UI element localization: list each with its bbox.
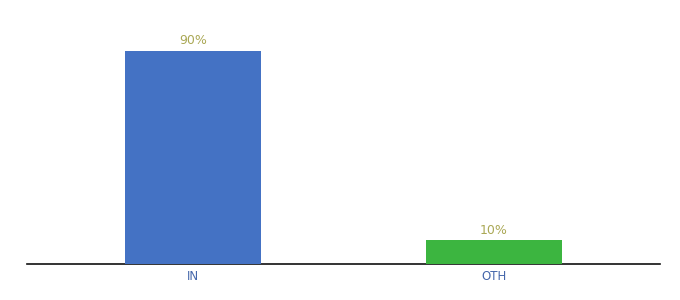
Bar	[125, 51, 260, 264]
Text: 90%: 90%	[179, 34, 207, 47]
Text: 10%: 10%	[480, 224, 508, 237]
Bar	[426, 240, 562, 264]
